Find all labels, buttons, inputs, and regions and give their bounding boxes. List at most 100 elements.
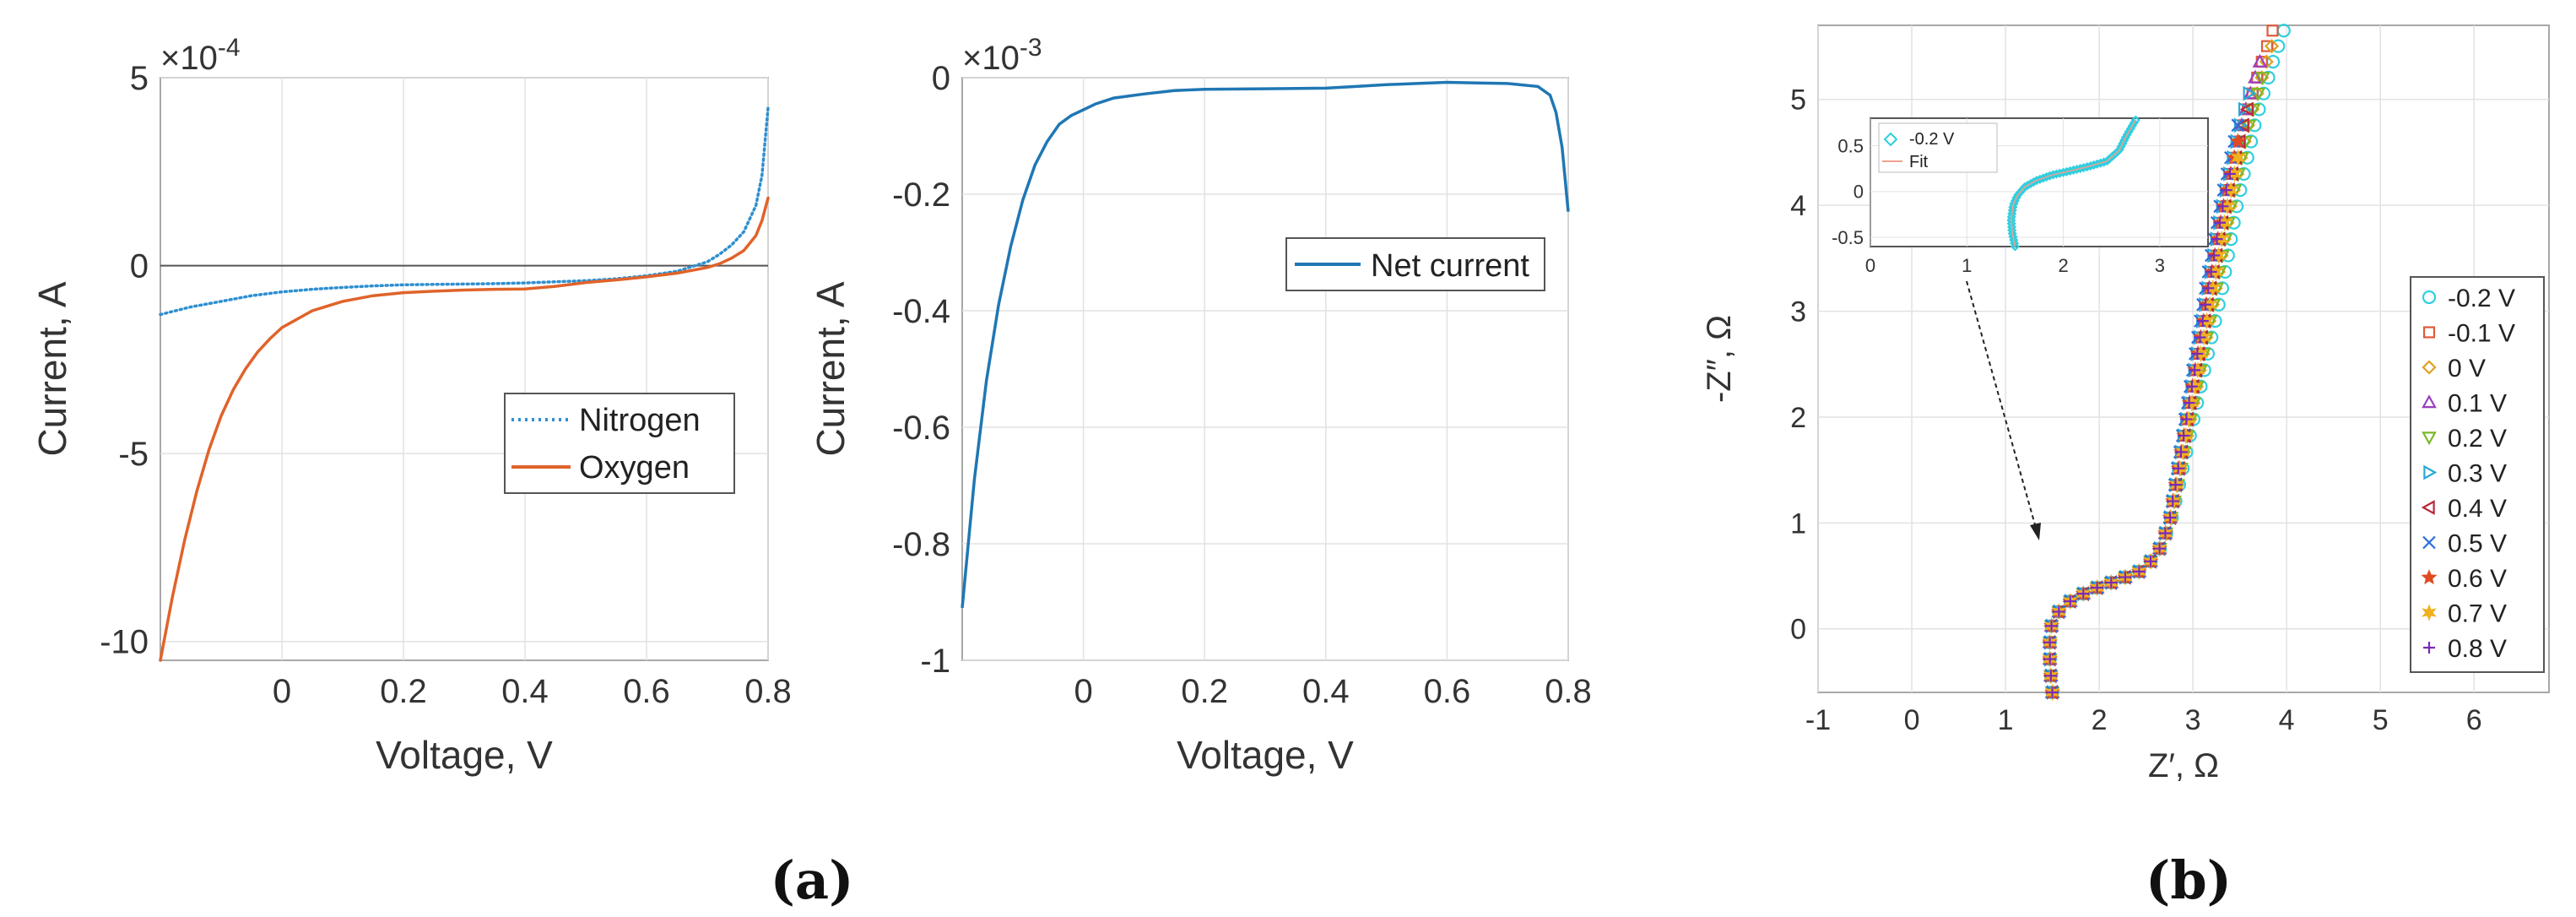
data-point bbox=[2159, 527, 2172, 540]
data-point bbox=[2252, 53, 2268, 68]
legend-label-0-7-v: 0.7 V bbox=[2448, 600, 2507, 628]
data-point bbox=[2202, 282, 2215, 295]
y-tick-label: -0.5 bbox=[1832, 227, 1864, 248]
data-point bbox=[2183, 397, 2195, 410]
data-point bbox=[2266, 24, 2279, 37]
plot-area bbox=[961, 77, 1569, 661]
x-tick-label: 2 bbox=[2058, 255, 2068, 276]
legend-label-0-1-v: 0.1 V bbox=[2448, 390, 2507, 418]
legend-marker-0-5-v bbox=[2422, 535, 2436, 550]
y-tick-label: -0.6 bbox=[892, 410, 950, 447]
data-point bbox=[2043, 653, 2056, 665]
y-tick-label: 1 bbox=[1790, 507, 1806, 540]
legend-label-oxygen: Oxygen bbox=[579, 450, 690, 486]
x-tick-label: 4 bbox=[2279, 704, 2295, 736]
inset-legend-label-fit: Fit bbox=[1909, 153, 1929, 171]
data-point bbox=[2230, 149, 2246, 166]
panel-a-right-chart: 0 0.2 0.4 0.6 0.8 -1 -0.8 -0.6 -0.4 -0.2 0 ×10-3 V… bbox=[809, 34, 1592, 777]
x-axis-label: Z′, Ω bbox=[2148, 747, 2219, 784]
legend-label-0-3-v: 0.3 V bbox=[2448, 460, 2507, 488]
inset-data-point bbox=[2015, 187, 2026, 198]
legend-label-0-6-v: 0.6 V bbox=[2448, 565, 2507, 593]
legend-marker-0-2-v bbox=[2422, 431, 2437, 446]
legend-label-net-current: Net current bbox=[1371, 248, 1529, 284]
y-tick-label: 0 bbox=[1790, 614, 1806, 646]
legend: Net current bbox=[1285, 237, 1545, 291]
data-point bbox=[2196, 315, 2209, 328]
inset-data-point bbox=[2107, 151, 2118, 161]
data-point bbox=[2185, 380, 2198, 393]
legend-label-0-v: 0 V bbox=[2448, 355, 2486, 383]
y-tick-label: 2 bbox=[1790, 402, 1806, 434]
legend-marker-0-8-v bbox=[2423, 642, 2435, 654]
data-point bbox=[2119, 571, 2131, 583]
y-exponent-label: ×10-3 bbox=[962, 34, 1042, 77]
y-tick-label: -0.2 bbox=[892, 176, 950, 214]
y-tick-label: 0 bbox=[1854, 182, 1864, 203]
y-tick-label: 0.5 bbox=[1837, 135, 1864, 156]
data-point bbox=[2189, 364, 2201, 377]
data-point bbox=[2231, 118, 2245, 133]
data-point bbox=[2133, 565, 2146, 578]
data-point bbox=[2235, 117, 2249, 133]
panel-label-a: (a) bbox=[771, 849, 854, 911]
y-tick-label: -10 bbox=[100, 624, 149, 661]
panel-a-left-chart: 0 0.2 0.4 0.6 0.8 -10 -5 0 5 ×10-4 Voltage, V Cu… bbox=[30, 34, 792, 777]
data-point bbox=[2046, 686, 2059, 698]
data-point bbox=[2208, 249, 2221, 262]
x-tick-label: 0 bbox=[273, 673, 291, 710]
y-tick-label: -0.8 bbox=[892, 526, 950, 563]
x-tick-label: 0.4 bbox=[501, 673, 549, 710]
x-tick-label: 3 bbox=[2155, 255, 2165, 276]
y-tick-label: 5 bbox=[1790, 84, 1806, 117]
legend: Nitrogen Oxygen bbox=[504, 393, 735, 494]
data-point bbox=[2053, 605, 2065, 618]
x-tick-label: 2 bbox=[2092, 704, 2108, 736]
inset-data-point bbox=[2130, 115, 2140, 125]
x-tick-label: 1 bbox=[1998, 704, 2014, 736]
plot-area bbox=[160, 77, 769, 661]
data-point bbox=[2044, 670, 2057, 682]
data-point bbox=[2153, 542, 2166, 555]
legend-marker-0-2-v bbox=[2422, 290, 2437, 305]
y-tick-label: 3 bbox=[1790, 296, 1806, 328]
data-point bbox=[2230, 133, 2246, 149]
data-point bbox=[2164, 511, 2177, 524]
x-tick-label: 0.6 bbox=[623, 673, 670, 710]
legend-marker-0-1-v bbox=[2422, 326, 2436, 339]
y-tick-label: 4 bbox=[1790, 190, 1806, 222]
data-point bbox=[2216, 200, 2229, 213]
x-tick-label: 5 bbox=[2373, 704, 2389, 736]
y-tick-label: 0 bbox=[130, 248, 149, 285]
x-tick-label: 0.8 bbox=[744, 673, 792, 710]
arrowhead-icon bbox=[2030, 523, 2041, 540]
y-exponent-label: ×10-4 bbox=[160, 34, 241, 77]
series-line-oxygen bbox=[159, 196, 770, 662]
legend-label-0-2-v: -0.2 V bbox=[2448, 285, 2515, 312]
data-point bbox=[2260, 40, 2274, 52]
y-tick-label: 0 bbox=[932, 60, 950, 97]
inset-data-point bbox=[2104, 154, 2114, 164]
legend: -0.2 V -0.1 V 0 V 0.1 V 0.2 V 0.3 V 0.4 V 0.5 V… bbox=[2410, 276, 2545, 673]
data-point bbox=[2213, 216, 2226, 229]
y-tick-label: 5 bbox=[130, 60, 149, 97]
data-point bbox=[2077, 588, 2090, 600]
x-tick-label: 1 bbox=[1962, 255, 1972, 276]
y-axis-label: Current, A bbox=[809, 281, 852, 456]
x-tick-label: 0 bbox=[1904, 704, 1920, 736]
data-point bbox=[2191, 347, 2204, 360]
x-axis-label: Voltage, V bbox=[1177, 733, 1354, 777]
y-axis-label: Current, A bbox=[30, 281, 74, 456]
inset-data-point bbox=[2017, 185, 2027, 195]
y-axis-label: -Z″, Ω bbox=[1701, 315, 1738, 403]
y-tick-label: -5 bbox=[118, 436, 149, 473]
data-point bbox=[2145, 555, 2157, 567]
legend-label-0-4-v: 0.4 V bbox=[2448, 495, 2507, 523]
data-point bbox=[2194, 331, 2206, 344]
legend-marker-0-3-v bbox=[2423, 464, 2438, 480]
data-point bbox=[2172, 462, 2184, 475]
legend-label-0-5-v: 0.5 V bbox=[2448, 530, 2507, 558]
data-point bbox=[2167, 495, 2179, 507]
legend-marker-0-1-v bbox=[2422, 394, 2437, 409]
